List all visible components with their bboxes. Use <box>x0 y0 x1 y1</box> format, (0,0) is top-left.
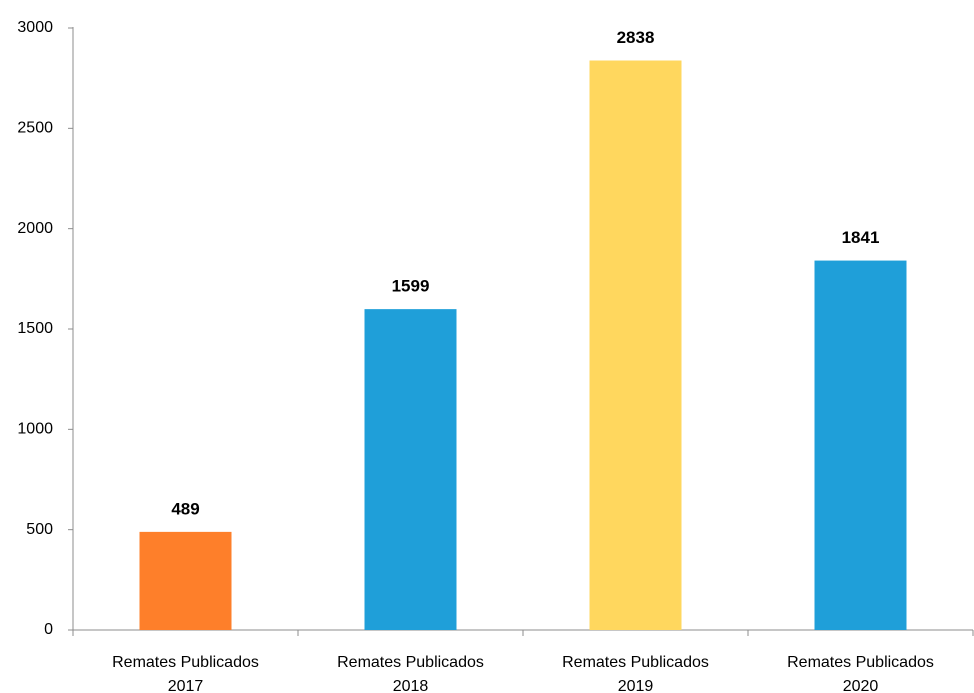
y-tick-label: 3000 <box>17 19 53 36</box>
y-tick-label: 1000 <box>17 421 53 438</box>
x-tick-label: Remates Publicados 2020 <box>787 654 934 693</box>
y-tick-label: 2000 <box>17 220 53 237</box>
bar <box>589 60 682 631</box>
value-label: 2838 <box>617 28 655 47</box>
x-tick-label: Remates Publicados 2019 <box>562 654 709 693</box>
value-label: 1841 <box>842 228 880 247</box>
x-tick-label: Remates Publicados 2018 <box>337 654 484 693</box>
value-label: 489 <box>171 499 199 518</box>
y-tick-label: 500 <box>26 521 53 538</box>
y-tick-label: 2500 <box>17 120 53 137</box>
y-tick-label: 1500 <box>17 320 53 337</box>
x-tick-label: Remates Publicados 2017 <box>112 654 259 693</box>
bar <box>364 309 457 630</box>
bar <box>139 531 232 630</box>
bar <box>814 260 907 630</box>
y-tick-label: 0 <box>44 621 53 638</box>
value-label: 1599 <box>392 277 430 296</box>
